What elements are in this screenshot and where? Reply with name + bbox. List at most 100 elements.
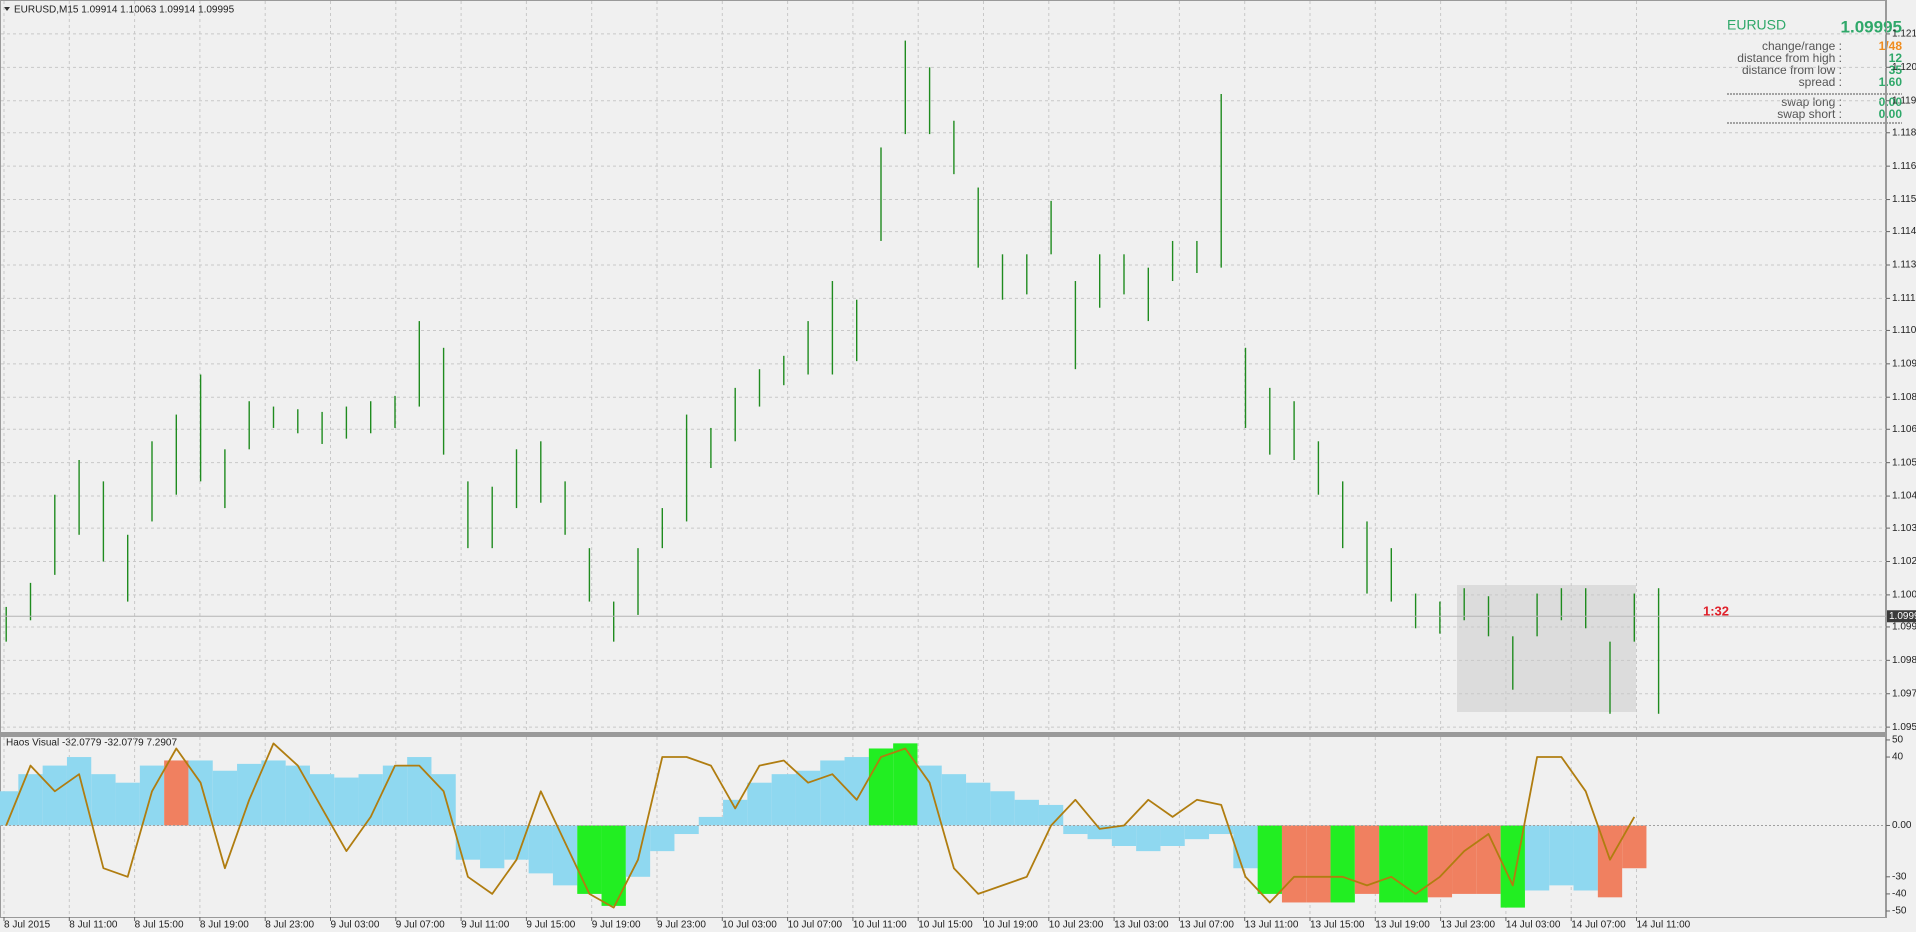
x-tick-label: 10 Jul 11:00	[853, 920, 907, 931]
info-label: swap long :	[1781, 95, 1842, 109]
histogram-bar	[1330, 825, 1355, 903]
histogram-bar	[504, 825, 529, 860]
y-tick-label: 1.10695	[1892, 424, 1916, 435]
histogram-bar	[917, 765, 942, 826]
histogram-bar	[1306, 825, 1331, 903]
histogram-bar	[650, 825, 675, 852]
price-pane-border	[0, 0, 1886, 733]
histogram-bar	[309, 774, 335, 826]
histogram-bar	[868, 748, 894, 826]
y-tick-label: 1.10200	[1892, 556, 1916, 567]
histogram-bar	[601, 825, 626, 906]
histogram-bar	[990, 791, 1015, 826]
pane-separator[interactable]	[0, 733, 1886, 736]
menu-arrow[interactable]	[4, 7, 10, 11]
histogram-bar	[1063, 825, 1088, 835]
y-tick-label: 1.11925	[1892, 95, 1916, 106]
y-tick-label: 50	[1892, 735, 1904, 746]
bar-timer: 1:32	[1703, 603, 1729, 618]
info-panel: EURUSD 1.09995 change/range : 1/48 dista…	[1727, 17, 1903, 124]
x-tick-label: 14 Jul 03:00	[1506, 920, 1561, 931]
y-tick-label: 1.09705	[1892, 688, 1916, 699]
histogram-bar	[1427, 825, 1453, 898]
y-tick-label: 1.11555	[1892, 194, 1916, 205]
x-tick-label: 10 Jul 19:00	[984, 920, 1039, 931]
current-price-box	[1887, 610, 1916, 623]
histogram-bar	[771, 774, 796, 826]
info-label: distance from high :	[1737, 51, 1842, 65]
y-tick-label: 1.11680	[1892, 161, 1916, 172]
histogram-bar	[237, 763, 262, 826]
histogram-bar	[577, 825, 602, 894]
info-value: 0.00	[1879, 107, 1903, 121]
histogram-bar	[941, 774, 967, 826]
histogram-bar	[966, 782, 991, 826]
histogram-bar	[115, 782, 140, 826]
histogram-bar	[1476, 825, 1501, 894]
x-tick-label: 9 Jul 15:00	[526, 920, 575, 931]
y-tick-label: 0.00	[1892, 820, 1912, 831]
info-label: distance from low :	[1742, 63, 1842, 77]
histogram-bar	[820, 760, 845, 826]
y-tick-label: 1.11310	[1892, 260, 1916, 271]
info-symbol: EURUSD	[1727, 17, 1786, 33]
x-tick-label: 14 Jul 07:00	[1571, 920, 1626, 931]
histogram-bar	[382, 765, 408, 826]
x-tick-label: 8 Jul 2015	[4, 920, 51, 931]
histogram-bar	[1209, 825, 1234, 835]
info-value: 35	[1889, 63, 1903, 77]
x-tick-label: 10 Jul 03:00	[722, 920, 777, 931]
histogram-bar	[1403, 825, 1428, 903]
info-value: 1.60	[1879, 75, 1903, 89]
info-label: swap short :	[1777, 107, 1842, 121]
x-tick-label: 14 Jul 11:00	[1637, 920, 1691, 931]
chart-title: EURUSD,M15 1.09914 1.10063 1.09914 1.099…	[14, 5, 235, 16]
y-tick-label: 1.10940	[1892, 358, 1916, 369]
histogram-bar	[1549, 825, 1574, 886]
x-tick-label: 10 Jul 07:00	[788, 920, 843, 931]
oscillator-line	[5, 742, 1636, 909]
histogram-bar	[91, 774, 116, 826]
histogram-bar	[1379, 825, 1404, 903]
histogram-bar	[1160, 825, 1185, 847]
indicator-title: Haos Visual -32.0779 -32.0779 7.2907	[6, 738, 177, 749]
x-tick-label: 13 Jul 03:00	[1114, 920, 1169, 931]
x-tick-label: 8 Jul 23:00	[265, 920, 314, 931]
x-tick-label: 13 Jul 15:00	[1310, 920, 1365, 931]
y-tick-label: 1.12050	[1892, 62, 1916, 73]
histogram-bar	[1354, 825, 1380, 894]
histogram-bar	[18, 774, 43, 826]
info-value: 1/48	[1879, 39, 1903, 53]
x-tick-label: 13 Jul 19:00	[1375, 920, 1430, 931]
y-tick-label: -30	[1892, 871, 1907, 882]
histogram-bar	[334, 777, 359, 826]
histogram-bar	[1281, 825, 1307, 903]
y-tick-label: 1.11065	[1892, 325, 1916, 336]
histogram-bar	[480, 825, 505, 869]
info-value: 12	[1889, 51, 1903, 65]
x-tick-label: 8 Jul 11:00	[69, 920, 118, 931]
indicator-pane-border	[0, 736, 1886, 918]
y-tick-label: 1.10325	[1892, 523, 1916, 534]
histogram-bar	[1111, 825, 1137, 847]
histogram-bar	[698, 816, 724, 826]
y-tick-label: 1.09955	[1892, 622, 1916, 633]
x-tick-label: 9 Jul 07:00	[396, 920, 445, 931]
histogram-bar	[1257, 825, 1282, 894]
y-tick-label: -50	[1892, 906, 1907, 917]
histogram-bar	[528, 825, 553, 874]
current-price-label: 1.09995	[1889, 611, 1916, 622]
histogram-bar	[261, 760, 286, 826]
x-tick-label: 13 Jul 11:00	[1245, 920, 1299, 931]
x-tick-label: 9 Jul 19:00	[592, 920, 641, 931]
range-box	[1457, 585, 1636, 712]
y-tick-label: 1.10815	[1892, 392, 1916, 403]
y-tick-label: 1.09830	[1892, 655, 1916, 666]
histogram-bar	[42, 765, 67, 826]
y-tick-label: -40	[1892, 889, 1907, 900]
histogram-bar	[1573, 825, 1598, 891]
histogram-bar	[212, 770, 238, 826]
histogram-bar	[893, 743, 918, 826]
